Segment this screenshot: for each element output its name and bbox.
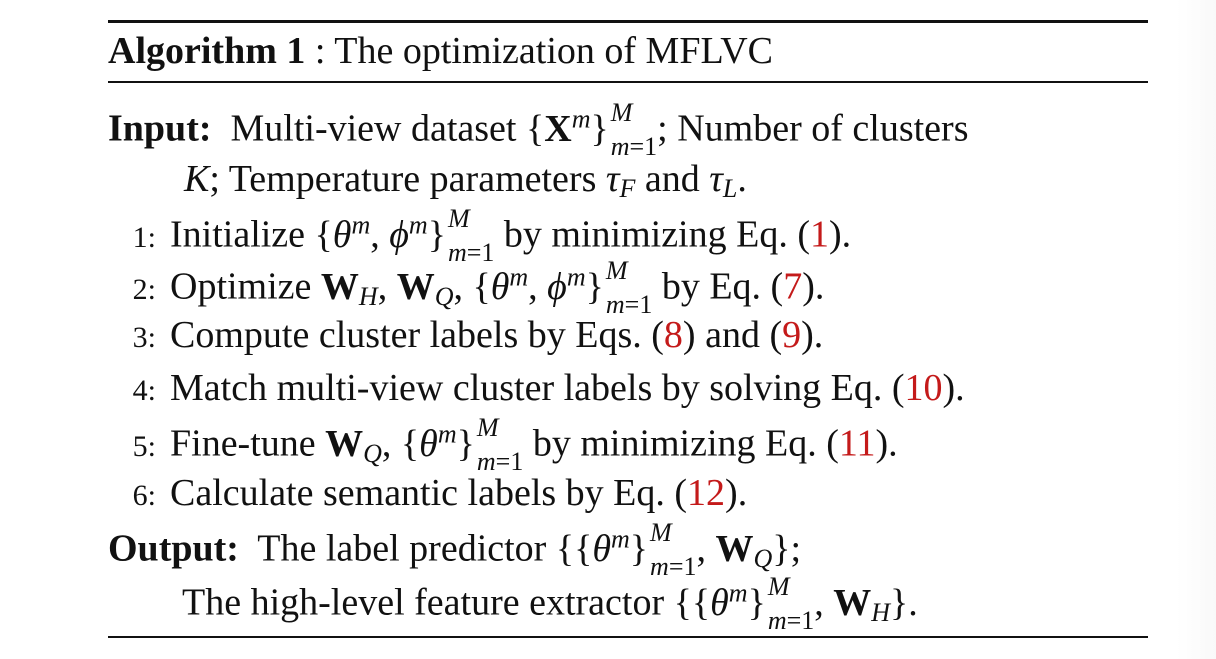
- step-text: ).: [725, 472, 748, 514]
- step-text: Compute cluster labels by Eqs. (: [170, 314, 664, 356]
- equation-reference[interactable]: 7: [783, 265, 803, 308]
- step-number: 4:: [132, 374, 156, 407]
- step-text: ).: [828, 213, 852, 256]
- title-separator: :: [305, 30, 335, 72]
- math-k: K: [184, 158, 210, 200]
- output-text-1: The label predictor: [257, 527, 547, 570]
- equation-reference[interactable]: 10: [904, 367, 943, 409]
- math-tau-f: τF: [605, 158, 636, 203]
- input-text-3: ; Temperature parameters: [209, 158, 597, 200]
- equation-reference[interactable]: 11: [838, 422, 876, 465]
- step-number: 6:: [132, 479, 156, 512]
- input-label: Input:: [108, 107, 212, 150]
- step-text: Initialize: [170, 213, 306, 256]
- input-text-2: ; Number of clusters: [657, 107, 969, 150]
- input-text-4: and: [644, 158, 700, 200]
- step-number: 5:: [132, 429, 156, 463]
- step-number: 2:: [132, 272, 156, 306]
- step-4: 4: Match multi-view cluster labels by sol…: [108, 369, 965, 407]
- step-text: ).: [801, 314, 824, 356]
- input-text-1: Multi-view dataset: [230, 107, 517, 150]
- equation-reference[interactable]: 9: [782, 314, 802, 356]
- step-text: Fine-tune: [170, 422, 316, 465]
- output-text-2: The high-level feature extractor: [182, 581, 665, 624]
- step-text: Match multi-view cluster labels by solvi…: [170, 367, 905, 409]
- step-text: by minimizing Eq. (: [532, 422, 839, 465]
- output-label: Output:: [108, 527, 239, 570]
- algorithm-title: Algorithm 1 : The optimization of MFLVC: [108, 32, 773, 70]
- equation-reference[interactable]: 1: [809, 213, 829, 256]
- step-text: by minimizing Eq. (: [503, 213, 810, 256]
- step-text: ).: [802, 265, 825, 308]
- algorithm-number: Algorithm 1: [108, 30, 306, 72]
- input-line-2: K; Temperature parameters τF and τL.: [184, 160, 747, 202]
- step-text: ).: [942, 367, 965, 409]
- title-rule: [108, 81, 1148, 83]
- edge-shade: [1176, 0, 1216, 659]
- step-text: by Eq. (: [661, 265, 784, 308]
- step-6: 6: Calculate semantic labels by Eq. (12).: [108, 472, 748, 514]
- step-number: 3:: [132, 321, 156, 354]
- step-text: ).: [875, 422, 898, 465]
- equation-reference[interactable]: 8: [663, 314, 683, 356]
- bottom-rule: [108, 636, 1148, 638]
- math-tau-l: τL.: [709, 158, 747, 203]
- step-text: Optimize: [170, 265, 312, 308]
- algorithm-name: The optimization of MFLVC: [334, 30, 773, 72]
- equation-reference[interactable]: 12: [687, 472, 726, 514]
- step-text: Calculate semantic labels by Eq. (: [170, 472, 688, 514]
- step-text: ) and (: [682, 314, 783, 356]
- top-rule: [108, 20, 1148, 23]
- step-3: 3: Compute cluster labels by Eqs. (8) and…: [108, 314, 824, 356]
- step-number: 1:: [132, 220, 156, 254]
